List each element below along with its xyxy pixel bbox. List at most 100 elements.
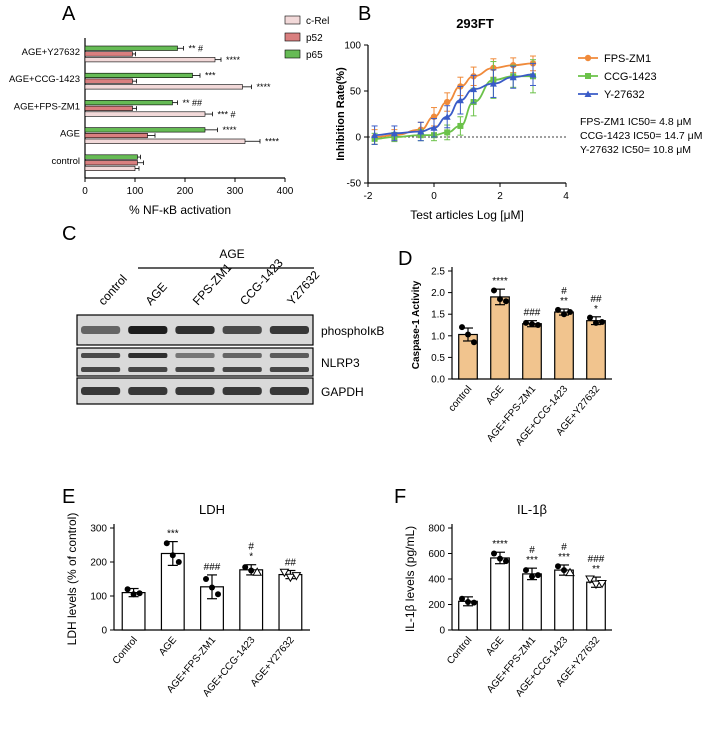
sig-label-age-fps-zm1: *** <box>526 555 538 566</box>
data-point <box>529 573 535 580</box>
data-point <box>555 563 561 570</box>
data-point <box>215 591 221 598</box>
sig-label-age-y27632: * <box>594 304 598 315</box>
x-tick-label: 300 <box>227 186 244 197</box>
blot-band <box>175 326 215 334</box>
ic50-annotation-1: FPS-ZM1 IC50= 4.8 μM <box>580 116 691 128</box>
blot-band <box>128 367 168 372</box>
data-point <box>585 575 595 585</box>
blot-band <box>269 353 309 358</box>
data-point-y-27632 <box>430 124 438 131</box>
panel-a-nfkb-chart: 0 100 200 300 400 % NF-κB activation AGE+Y2763… <box>9 15 329 217</box>
data-point-y-27632 <box>470 85 478 93</box>
data-point <box>497 296 503 303</box>
data-point <box>597 579 607 589</box>
data-point <box>535 572 541 579</box>
data-point-y-27632 <box>390 129 398 137</box>
data-point <box>285 573 296 583</box>
y-tick-label: 1.0 <box>431 331 445 342</box>
legend-label-fps-zm1: FPS-ZM1 <box>604 53 651 65</box>
data-point <box>593 319 599 326</box>
blot-row-label-gapdh: GAPDH <box>321 385 364 399</box>
legend-swatch-c-rel <box>284 15 301 25</box>
x-tick-label: 100 <box>127 186 144 197</box>
data-point <box>136 590 143 597</box>
y-tick-label: 50 <box>350 87 362 98</box>
sig-label-age: **** <box>492 276 508 287</box>
sig-label-c-rel-age: **** <box>265 137 280 147</box>
data-point <box>465 331 471 338</box>
sig-label-age: *** <box>167 529 179 540</box>
lane-label-y27632: Y27632 <box>284 268 322 308</box>
sig-label-c-rel-age-y27632: **** <box>226 55 241 65</box>
y-tick-label: 1.5 <box>431 310 445 321</box>
x-axis-label: % NF-κB activation <box>129 203 231 217</box>
blot-band <box>81 326 121 334</box>
y-tick-label: 0 <box>355 133 361 144</box>
legend-label-c-rel: c-Rel <box>306 16 329 27</box>
y-tick-label: 2.0 <box>431 288 445 299</box>
category-label-age: AGE <box>60 129 80 140</box>
sig-label-age-y27632: ** <box>592 564 600 575</box>
data-point <box>242 564 249 571</box>
fit-curve-ccg-1423 <box>374 75 533 140</box>
bar-p52-age-fps-zm1 <box>84 105 133 111</box>
panel-f-il1b-chart: IL-1β 0 200 400 600 800 IL-1β levels (pg/mL) Co… <box>403 502 612 699</box>
blot-band <box>128 353 168 358</box>
chart-title: LDH <box>199 502 225 517</box>
panel-e-ldh-chart: LDH 0 100 200 300 LDH levels (% of control) Co… <box>65 502 310 699</box>
blot-band <box>128 387 168 395</box>
category-label-age: AGE <box>157 635 179 659</box>
legend-label-ccg-1423: CCG-1423 <box>604 71 657 83</box>
blot-row-label-nlrp3: NLRP3 <box>321 356 360 370</box>
data-point-y-27632 <box>443 113 451 120</box>
sig-label-age-ccg-1423: *** <box>558 552 570 563</box>
data-point <box>124 586 131 593</box>
data-point <box>561 567 567 574</box>
blot-band <box>175 387 215 395</box>
category-label-age: AGE <box>484 635 506 659</box>
y-tick-label: 400 <box>428 575 445 586</box>
data-point <box>567 309 573 316</box>
legend-label-p52: p52 <box>306 33 323 44</box>
data-point <box>523 567 529 574</box>
lane-label-ccg-1423: CCG-1423 <box>237 256 286 308</box>
lane-label-age: AGE <box>143 280 170 308</box>
y-tick-label: 800 <box>428 524 445 535</box>
sig-label-age-fps-zm1: ### <box>204 562 221 573</box>
ic50-annotation-3: Y-27632 IC50= 10.8 μM <box>580 144 691 156</box>
data-point <box>491 287 497 294</box>
blot-row-label-phosphoi-b: phosphoIκB <box>321 324 384 338</box>
bar-age-y27632 <box>278 573 303 631</box>
x-tick-label: 400 <box>277 186 294 197</box>
panel-letter-c: C <box>62 223 76 245</box>
sig-label-age: **** <box>492 539 508 550</box>
bar-control <box>121 591 146 631</box>
y-tick-label: 100 <box>344 41 361 52</box>
blot-band <box>175 353 215 358</box>
data-point-y-27632 <box>489 80 497 87</box>
blot-band <box>81 367 121 372</box>
legend-label-y-27632: Y-27632 <box>604 89 645 101</box>
y-axis-label: Inhibition Rate(%) <box>335 67 347 161</box>
sig-label-c-rel-age-ccg-1423: **** <box>257 82 272 92</box>
category-label-control: control <box>447 384 475 414</box>
data-point <box>599 318 605 325</box>
sig-label-age-fps-zm1: # <box>529 545 535 556</box>
panel-d-caspase-chart: 0.0 0.5 1.0 1.5 2.0 2.5 Caspase-1 Activity cont… <box>411 267 612 448</box>
sig-label-p65-age-y27632: ** # <box>189 44 204 54</box>
bar-age <box>490 557 510 631</box>
bar-age-fps-zm1 <box>522 323 542 380</box>
data-point-ccg-1423 <box>444 129 451 136</box>
blot-band <box>269 387 309 395</box>
bar-p52-age-y27632 <box>84 51 133 57</box>
fit-curve-fps-zm1 <box>374 62 534 138</box>
x-tick-label: 200 <box>177 186 194 197</box>
y-axis-label: Caspase-1 Activity <box>411 280 422 369</box>
category-label-control: Control <box>445 635 474 667</box>
sig-label-age-ccg-1423: ** <box>560 296 568 307</box>
sig-label-age-ccg-1423: # <box>248 542 254 553</box>
data-point <box>459 324 465 331</box>
y-tick-label: 200 <box>90 558 107 569</box>
